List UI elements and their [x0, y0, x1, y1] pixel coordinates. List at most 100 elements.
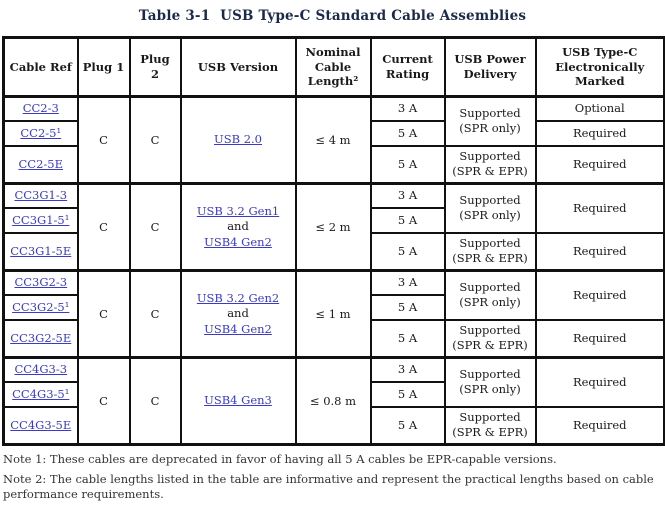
power-delivery-cell: Supported (SPR only): [443, 182, 537, 234]
current-rating-cell: 5 A: [369, 206, 446, 234]
current-rating-cell: 5 A: [369, 119, 446, 147]
cable-ref-link[interactable]: CC4G3-5¹: [12, 386, 70, 401]
power-delivery-cell: Supported (SPR only): [443, 269, 537, 321]
table-title: Table 3-1 USB Type-C Standard Cable Asse…: [138, 8, 527, 24]
cable-ref-link[interactable]: CC2-5E: [18, 156, 63, 171]
marked-cell: Required: [534, 318, 665, 359]
current-rating-cell: 5 A: [369, 144, 446, 185]
cable-ref-link[interactable]: CC3G1-3: [14, 188, 68, 203]
cable-ref-link[interactable]: CC3G2-5E: [10, 330, 72, 345]
usb-version-cell: USB4 Gen3: [179, 356, 297, 446]
current-rating-cell: 5 A: [369, 380, 446, 408]
cable-ref-cell: CC2-3: [2, 95, 79, 122]
cable-assemblies-table: Cable Ref Plug 1 Plug 2 USB Version Nomi…: [2, 36, 665, 446]
current-rating-cell: 3 A: [369, 269, 446, 296]
table-row: CC2-5E 5 A Supported (SPR & EPR) Require…: [2, 144, 665, 185]
plug2-cell: C: [128, 356, 182, 446]
marked-cell: Required: [534, 144, 665, 185]
table-row: CC3G2-3 C C USB 3.2 Gen2 and USB4 Gen2 ≤…: [2, 269, 665, 359]
cable-ref-link[interactable]: CC2-5¹: [20, 125, 62, 140]
plug2-cell: C: [128, 182, 182, 272]
note-1: Note 1: These cables are deprecated in f…: [3, 452, 557, 466]
cable-ref-cell: CC2-5E: [2, 144, 79, 185]
cable-ref-link[interactable]: CC3G1-5E: [10, 243, 72, 258]
cable-length-cell: ≤ 0.8 m: [294, 356, 372, 446]
cable-ref-cell: CC4G3-5E: [2, 405, 79, 446]
usb-version-link[interactable]: USB 3.2 Gen1: [196, 203, 280, 218]
cable-ref-cell: CC3G1-5E: [2, 231, 79, 272]
plug1-cell: C: [76, 356, 131, 446]
usb-version-link[interactable]: USB 3.2 Gen2: [196, 290, 280, 305]
plug2-cell: C: [128, 95, 182, 185]
usb-version-cell: USB 3.2 Gen1 and USB4 Gen2: [179, 182, 297, 272]
cable-ref-cell: CC3G2-5¹: [2, 293, 79, 321]
usb-version-conjunction: and: [227, 306, 249, 321]
marked-cell: Required: [534, 231, 665, 272]
power-delivery-cell: Supported (SPR & EPR): [443, 318, 537, 359]
usb-version-link[interactable]: USB 2.0: [214, 132, 262, 147]
cable-ref-cell: CC4G3-3: [2, 356, 79, 383]
col-header-current-rating: Current Rating: [369, 36, 446, 98]
table-row: CC4G3-5E 5 A Supported (SPR & EPR) Requi…: [2, 405, 665, 446]
table-row: CC3G2-5E 5 A Supported (SPR & EPR) Requi…: [2, 318, 665, 359]
cable-ref-cell: CC3G1-3: [2, 182, 79, 209]
current-rating-cell: 3 A: [369, 182, 446, 209]
table-row: CC3G1-5¹ 5 A: [2, 206, 665, 234]
marked-cell: Required: [534, 405, 665, 446]
marked-cell: Required: [534, 269, 665, 321]
table-row: CC3G2-5¹ 5 A: [2, 293, 665, 321]
usb-version-link[interactable]: USB4 Gen2: [204, 321, 272, 336]
power-delivery-cell: Supported (SPR & EPR): [443, 144, 537, 185]
current-rating-cell: 5 A: [369, 231, 446, 272]
table-row: CC2-5¹ 5 A Required: [2, 119, 665, 147]
current-rating-cell: 3 A: [369, 95, 446, 122]
marked-cell: Optional: [534, 95, 665, 122]
plug1-cell: C: [76, 269, 131, 359]
marked-cell: Required: [534, 119, 665, 147]
cable-ref-link[interactable]: CC3G2-3: [14, 275, 68, 290]
col-header-cable-length: Nominal Cable Length²: [294, 36, 372, 98]
marked-cell: Required: [534, 356, 665, 408]
table-row: CC3G1-3 C C USB 3.2 Gen1 and USB4 Gen2 ≤…: [2, 182, 665, 272]
cable-ref-link[interactable]: CC4G3-3: [14, 362, 68, 377]
cable-ref-cell: CC3G2-5E: [2, 318, 79, 359]
current-rating-cell: 5 A: [369, 293, 446, 321]
usb-version-cell: USB 3.2 Gen2 and USB4 Gen2: [179, 269, 297, 359]
cable-ref-link[interactable]: CC3G1-5¹: [12, 212, 70, 227]
table-row: CC4G3-3 C C USB4 Gen3 ≤ 0.8 m 3 A Suppor…: [2, 356, 665, 446]
col-header-usb-version: USB Version: [179, 36, 297, 98]
cable-ref-link[interactable]: CC3G2-5¹: [12, 299, 70, 314]
marked-cell: Required: [534, 182, 665, 234]
table-row: CC3G1-5E 5 A Supported (SPR & EPR) Requi…: [2, 231, 665, 272]
plug2-cell: C: [128, 269, 182, 359]
usb-version-cell: USB 2.0: [179, 95, 297, 185]
header-row: Cable Ref Plug 1 Plug 2 USB Version Nomi…: [2, 36, 665, 98]
power-delivery-cell: Supported (SPR & EPR): [443, 231, 537, 272]
col-header-marked: USB Type-C Electronically Marked: [534, 36, 665, 98]
plug1-cell: C: [76, 95, 131, 185]
usb-version-link[interactable]: USB4 Gen3: [204, 393, 272, 408]
cable-length-cell: ≤ 4 m: [294, 95, 372, 185]
power-delivery-cell: Supported (SPR only): [443, 356, 537, 408]
cable-ref-cell: CC4G3-5¹: [2, 380, 79, 408]
note-2: Note 2: The cable lengths listed in the …: [3, 471, 654, 502]
col-header-cable-ref: Cable Ref: [2, 36, 79, 98]
cable-ref-cell: CC3G2-3: [2, 269, 79, 296]
cable-ref-cell: CC3G1-5¹: [2, 206, 79, 234]
current-rating-cell: 5 A: [369, 405, 446, 446]
cable-length-cell: ≤ 2 m: [294, 182, 372, 272]
table-row: CC4G3-5¹ 5 A: [2, 380, 665, 408]
current-rating-cell: 5 A: [369, 318, 446, 359]
usb-version-link[interactable]: USB4 Gen2: [204, 234, 272, 249]
col-header-plug1: Plug 1: [76, 36, 131, 98]
cable-ref-cell: CC2-5¹: [2, 119, 79, 147]
power-delivery-cell: Supported (SPR & EPR): [443, 405, 537, 446]
cable-ref-link[interactable]: CC4G3-5E: [10, 417, 72, 432]
power-delivery-cell: Supported (SPR only): [443, 95, 537, 147]
cable-ref-link[interactable]: CC2-3: [22, 101, 59, 116]
col-header-plug2: Plug 2: [128, 36, 182, 98]
plug1-cell: C: [76, 182, 131, 272]
current-rating-cell: 3 A: [369, 356, 446, 383]
usb-version-conjunction: and: [227, 219, 249, 234]
col-header-power-delivery: USB Power Delivery: [443, 36, 537, 98]
